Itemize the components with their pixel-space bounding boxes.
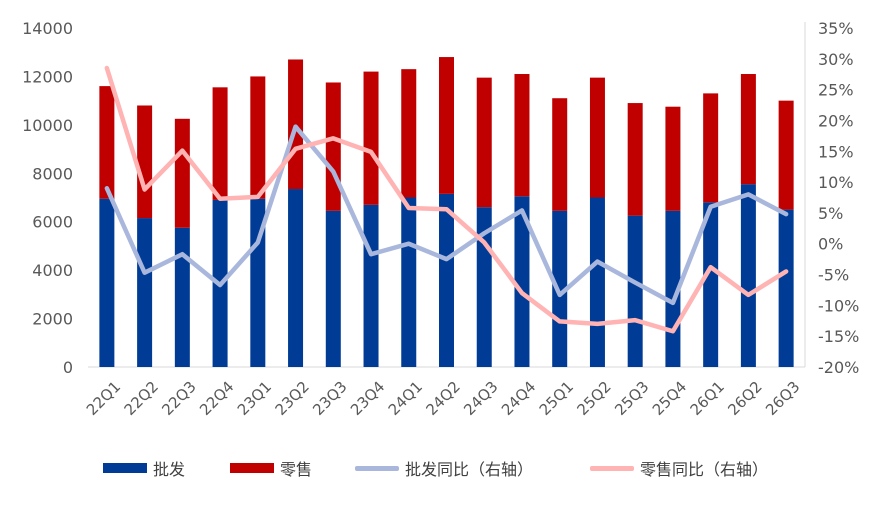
- bar-wholesale: [627, 215, 643, 367]
- x-tick-label: 26Q2: [724, 378, 765, 419]
- x-tick-label: 25Q2: [573, 378, 614, 419]
- bar-wholesale: [552, 210, 568, 367]
- bar-wholesale: [778, 209, 794, 367]
- bar-retail: [589, 77, 605, 198]
- y-left-tick-label: 8000: [32, 164, 73, 183]
- x-tick-label: 22Q2: [121, 378, 162, 419]
- y-right-tick-label: 5%: [818, 204, 843, 223]
- line-retail-yoy: [104, 65, 789, 334]
- x-tick-label: 24Q2: [422, 378, 463, 419]
- bar-wholesale: [250, 198, 266, 367]
- bar-wholesale: [589, 197, 605, 367]
- x-tick-label: 25Q1: [536, 378, 577, 419]
- y-left-tick-label: 2000: [32, 310, 73, 329]
- legend-label-retail-yoy: 零售同比（右轴）: [640, 460, 769, 479]
- y-left-tick-label: 4000: [32, 261, 73, 280]
- bar-retail: [174, 118, 190, 228]
- bar-wholesale: [137, 218, 153, 367]
- bar-retail: [665, 106, 681, 211]
- y-left-tick-label: 14000: [22, 19, 73, 38]
- bar-retail: [740, 74, 756, 185]
- x-tick-label: 24Q4: [498, 378, 539, 419]
- bar-wholesale: [174, 227, 190, 367]
- legend-swatch-wholesale: [103, 463, 147, 473]
- bar-wholesale: [99, 198, 115, 367]
- y-left-tick-label: 10000: [22, 116, 73, 135]
- y-left-tick-label: 6000: [32, 213, 73, 232]
- legend-label-wholesale-yoy: 批发同比（右轴）: [405, 460, 534, 479]
- y-right-tick-label: -15%: [818, 327, 859, 346]
- x-tick-label: 23Q1: [234, 378, 275, 419]
- bar-retail: [325, 82, 341, 211]
- y-right-tick-label: 0%: [818, 235, 843, 254]
- bar-retail: [99, 86, 115, 199]
- bar-retail: [250, 76, 266, 199]
- bar-wholesale: [325, 210, 341, 367]
- bar-retail: [552, 98, 568, 211]
- legend-item-wholesale-yoy: 批发同比（右轴）: [355, 456, 533, 480]
- y-right-tick-label: 10%: [818, 173, 854, 192]
- combo-chart: 0 2000 4000 6000 8000 10000 12000 14000 -20% -15%…: [22, 19, 859, 419]
- x-tick-label: 25Q4: [649, 378, 690, 419]
- x-tick-label: 24Q3: [460, 378, 501, 419]
- x-tick-label: 26Q1: [687, 378, 728, 419]
- bar-retail: [439, 57, 454, 194]
- x-tick-label: 26Q3: [762, 378, 803, 419]
- line-layer: [104, 65, 789, 334]
- chart-legend: 批发 零售 批发同比（右轴） 零售同比（右轴）: [0, 452, 891, 484]
- bar-retail: [703, 93, 719, 203]
- bar-retail: [137, 105, 153, 219]
- legend-item-retail-yoy: 零售同比（右轴）: [590, 456, 768, 480]
- legend-swatch-retail-yoy: [590, 465, 634, 471]
- y-left-tick-label: 12000: [22, 67, 73, 86]
- bar-wholesale: [439, 193, 454, 367]
- bar-wholesale: [740, 184, 756, 367]
- bar-retail: [627, 103, 643, 216]
- x-tick-label: 24Q1: [385, 378, 426, 419]
- legend-item-retail: 零售: [230, 456, 312, 480]
- x-tick-label: 22Q4: [196, 378, 237, 419]
- bar-wholesale: [401, 197, 417, 367]
- legend-item-wholesale: 批发: [103, 456, 185, 480]
- x-tick-label: 22Q1: [83, 378, 124, 419]
- bar-wholesale: [288, 189, 304, 367]
- x-tick-label: 23Q2: [272, 378, 313, 419]
- legend-swatch-retail: [230, 463, 274, 473]
- bar-wholesale: [514, 196, 530, 367]
- x-tick-label: 23Q4: [347, 378, 388, 419]
- x-tick-label: 25Q3: [611, 378, 652, 419]
- y-left-tick-label: 0: [63, 358, 73, 377]
- bar-retail: [778, 100, 794, 210]
- bar-wholesale: [703, 202, 719, 367]
- legend-label-retail: 零售: [280, 460, 313, 479]
- x-tick-label: 22Q3: [158, 378, 199, 419]
- bar-retail: [514, 74, 530, 197]
- bar-wholesale: [363, 204, 379, 367]
- y-right-tick-label: 20%: [818, 111, 854, 130]
- y-right-tick-label: 15%: [818, 142, 854, 161]
- line-wholesale-yoy: [104, 124, 789, 306]
- bar-retail: [363, 71, 379, 205]
- y-right-tick-label: 30%: [818, 50, 854, 69]
- y-right-tick-label: -20%: [818, 358, 859, 377]
- legend-label-wholesale: 批发: [153, 460, 186, 479]
- y-right-tick-label: -5%: [818, 266, 849, 285]
- bar-retail: [401, 69, 417, 198]
- y-right-tick-label: -10%: [818, 296, 859, 315]
- y-right-tick-label: 25%: [818, 81, 854, 100]
- bar-retail: [476, 77, 492, 208]
- x-tick-label: 23Q3: [309, 378, 350, 419]
- bar-retail: [212, 87, 228, 200]
- legend-swatch-wholesale-yoy: [355, 465, 399, 471]
- bar-retail: [288, 59, 304, 190]
- y-right-tick-label: 35%: [818, 19, 854, 38]
